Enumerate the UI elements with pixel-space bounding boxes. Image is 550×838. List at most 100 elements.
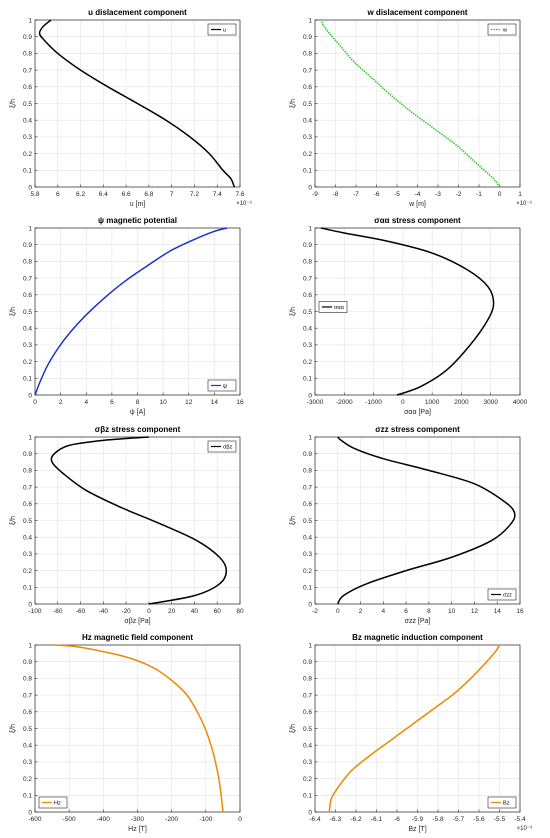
- x-tick-label: -2000: [336, 399, 353, 406]
- x-tick-label: 6: [56, 191, 60, 198]
- x-tick-label: -5.5: [494, 816, 506, 823]
- series-line: [50, 436, 228, 605]
- y-tick-label: 0.8: [303, 468, 312, 475]
- x-axis-multiplier: ×10⁻⁹: [236, 200, 252, 207]
- x-tick-label: -2: [312, 608, 318, 615]
- x-tick-label: 14: [211, 399, 219, 406]
- x-tick-label: 7: [170, 191, 174, 198]
- legend-label: Bz: [503, 801, 510, 807]
- x-axis-label: σαα [Pa]: [404, 409, 431, 416]
- y-tick-label: 0.6: [303, 501, 312, 508]
- y-tick-label: 0.4: [23, 326, 32, 333]
- y-tick-label: 1: [28, 225, 32, 232]
- x-tick-label: -400: [97, 816, 110, 823]
- y-tick-label: 0: [28, 809, 32, 816]
- y-tick-label: 0.3: [303, 342, 312, 349]
- x-tick-label: 0: [33, 399, 37, 406]
- chart-panel-5: σβz stress component -100 -80 -60 -40 -20 0 20 4…: [10, 425, 244, 625]
- x-tick-label: -200: [165, 816, 178, 823]
- series-line: [34, 227, 228, 396]
- x-tick-label: 14: [494, 608, 502, 615]
- y-tick-label: 0.6: [23, 84, 32, 91]
- y-tick-label: 0.2: [303, 151, 312, 158]
- x-tick-label: -40: [99, 608, 109, 615]
- x-tick-label: 0: [498, 191, 502, 198]
- y-axis-label: ξ/h: [10, 307, 17, 316]
- y-tick-label: 0.2: [23, 568, 32, 575]
- legend-box: [487, 588, 517, 601]
- y-tick-label: 0.8: [23, 468, 32, 475]
- y-tick-label: 0.3: [23, 134, 32, 141]
- series-line: [320, 227, 495, 396]
- series-line: [337, 436, 516, 605]
- legend: Bz: [487, 796, 517, 809]
- legend: Hz: [38, 796, 68, 809]
- y-tick-label: 0.5: [303, 726, 312, 733]
- x-tick-label: 12: [471, 608, 479, 615]
- x-tick-label: -100: [28, 608, 41, 615]
- y-tick-label: 0.1: [23, 585, 32, 592]
- x-tick-label: 16: [236, 399, 244, 406]
- x-tick-label: -5.7: [453, 816, 465, 823]
- x-tick-label: 60: [214, 608, 222, 615]
- x-tick-label: -6.2: [350, 816, 362, 823]
- x-tick-label: 4000: [513, 399, 528, 406]
- y-tick-label: 0.1: [303, 376, 312, 383]
- x-tick-label: 7.6: [235, 191, 244, 198]
- x-tick-label: -3000: [307, 399, 324, 406]
- y-tick-label: 0.1: [303, 793, 312, 800]
- y-tick-label: 0: [308, 184, 312, 191]
- y-tick-label: 0.9: [23, 451, 32, 458]
- axes-box: [34, 436, 241, 605]
- y-tick-label: 0.6: [303, 292, 312, 299]
- series-line: [328, 644, 501, 813]
- y-tick-label: 0.5: [303, 101, 312, 108]
- x-tick-label: -9: [312, 191, 318, 198]
- y-tick-label: 1: [308, 434, 312, 441]
- legend-label: u: [223, 28, 226, 34]
- axes-box: [34, 644, 241, 813]
- x-axis-multiplier: ×10⁻³: [517, 826, 532, 832]
- y-tick-label: 0: [308, 809, 312, 816]
- x-tick-label: -1: [476, 191, 482, 198]
- y-tick-label: 0.4: [303, 535, 312, 542]
- y-tick-label: 0.1: [23, 168, 32, 175]
- axes-box: [314, 19, 521, 188]
- x-tick-label: 10: [160, 399, 168, 406]
- y-tick-label: 0.4: [23, 535, 32, 542]
- x-tick-label: -3: [435, 191, 441, 198]
- legend-box: [487, 796, 517, 809]
- y-tick-label: 1: [308, 225, 312, 232]
- x-axis-label: σβz [Pa]: [124, 618, 150, 625]
- y-tick-label: 0.9: [23, 659, 32, 666]
- y-tick-label: 0.4: [303, 743, 312, 750]
- y-tick-label: 0.3: [303, 759, 312, 766]
- y-tick-label: 1: [28, 642, 32, 649]
- y-tick-label: 0.4: [23, 743, 32, 750]
- x-axis-label: ψ [A]: [130, 409, 146, 416]
- x-tick-label: 2: [59, 399, 63, 406]
- legend: σαα: [318, 301, 348, 313]
- y-tick-label: 0.9: [303, 659, 312, 666]
- legend-box: [318, 301, 348, 313]
- y-tick-label: 0.7: [303, 484, 312, 491]
- y-tick-label: 0.5: [23, 518, 32, 525]
- axes-box: [34, 19, 241, 188]
- y-tick-label: 0.2: [23, 151, 32, 158]
- chart-panel-8: Bz magnetic induction component -6.4 -6.3 -…: [290, 633, 532, 833]
- legend: ψ: [207, 379, 237, 392]
- legend-box: [487, 23, 517, 36]
- y-axis-label: ξ/h: [10, 99, 17, 108]
- legend: σβz: [207, 440, 237, 453]
- x-tick-label: -2: [456, 191, 462, 198]
- x-tick-label: 20: [168, 608, 176, 615]
- legend: u: [207, 23, 237, 36]
- y-tick-label: 0.8: [303, 51, 312, 58]
- axes-box: [314, 436, 521, 605]
- y-tick-label: 1: [308, 642, 312, 649]
- y-axis-label: ξ/h: [290, 99, 297, 108]
- y-tick-label: 0.7: [303, 67, 312, 74]
- y-tick-label: 1: [28, 434, 32, 441]
- y-tick-label: 0: [28, 392, 32, 399]
- y-tick-label: 0.9: [303, 451, 312, 458]
